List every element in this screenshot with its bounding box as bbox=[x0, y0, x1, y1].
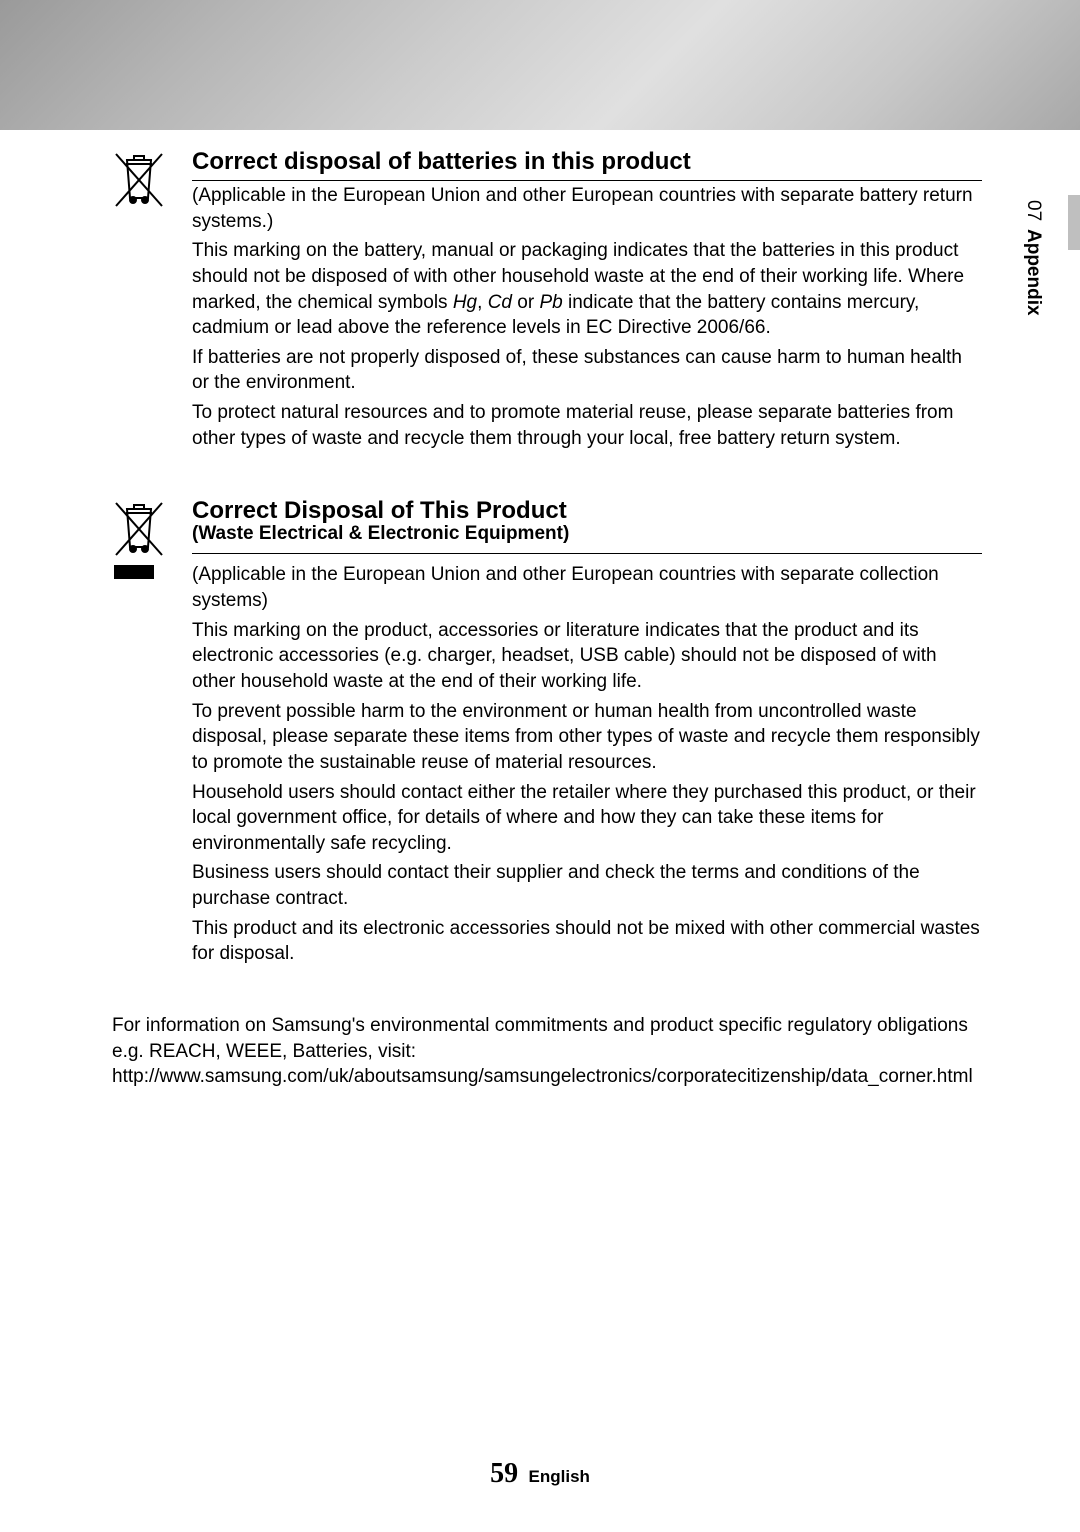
icon-col bbox=[112, 497, 168, 971]
heading-wrap: Correct Disposal of This Product (Waste … bbox=[192, 497, 982, 554]
para: To prevent possible harm to the environm… bbox=[192, 699, 982, 776]
para: Business users should contact their supp… bbox=[192, 860, 982, 911]
page-number: 59 bbox=[490, 1458, 518, 1489]
heading-weee: Correct Disposal of This Product bbox=[192, 497, 982, 525]
section-batteries: Correct disposal of batteries in this pr… bbox=[112, 148, 982, 455]
footer-p1: For information on Samsung's environment… bbox=[112, 1013, 982, 1064]
side-tab-bar bbox=[1068, 195, 1080, 250]
chem-hg: Hg bbox=[453, 292, 477, 313]
chem-pb: Pb bbox=[539, 292, 562, 313]
wheelie-bin-crossed-icon bbox=[112, 148, 166, 210]
page-footer: 59 English bbox=[0, 1458, 1080, 1490]
text: , bbox=[477, 292, 488, 313]
chem-cd: Cd bbox=[488, 292, 512, 313]
wheelie-bin-crossed-icon bbox=[112, 497, 166, 559]
side-tab: 07 Appendix bbox=[1022, 200, 1044, 316]
side-tab-label: Appendix bbox=[1022, 229, 1044, 316]
para: This product and its electronic accessor… bbox=[192, 916, 982, 967]
weee-bar-icon bbox=[114, 565, 154, 579]
text-col: Correct Disposal of This Product (Waste … bbox=[192, 497, 982, 971]
para: If batteries are not properly disposed o… bbox=[192, 345, 982, 396]
para: (Applicable in the European Union and ot… bbox=[192, 562, 982, 613]
para: (Applicable in the European Union and ot… bbox=[192, 183, 982, 234]
para: This marking on the product, accessories… bbox=[192, 618, 982, 695]
subheading-weee: (Waste Electrical & Electronic Equipment… bbox=[192, 523, 982, 545]
footer-info: For information on Samsung's environment… bbox=[112, 1013, 982, 1090]
heading-batteries: Correct disposal of batteries in this pr… bbox=[192, 148, 982, 181]
footer-url: http://www.samsung.com/uk/aboutsamsung/s… bbox=[112, 1064, 982, 1090]
header-gradient bbox=[0, 0, 1080, 130]
section-weee: Correct Disposal of This Product (Waste … bbox=[112, 497, 982, 971]
para: Household users should contact either th… bbox=[192, 780, 982, 857]
para: To protect natural resources and to prom… bbox=[192, 400, 982, 451]
para: This marking on the battery, manual or p… bbox=[192, 238, 982, 341]
text: or bbox=[512, 292, 539, 313]
content: Correct disposal of batteries in this pr… bbox=[112, 148, 982, 1090]
icon-col bbox=[112, 148, 168, 455]
text-col: Correct disposal of batteries in this pr… bbox=[192, 148, 982, 455]
side-tab-num: 07 bbox=[1022, 200, 1044, 221]
page-language: English bbox=[529, 1467, 590, 1486]
